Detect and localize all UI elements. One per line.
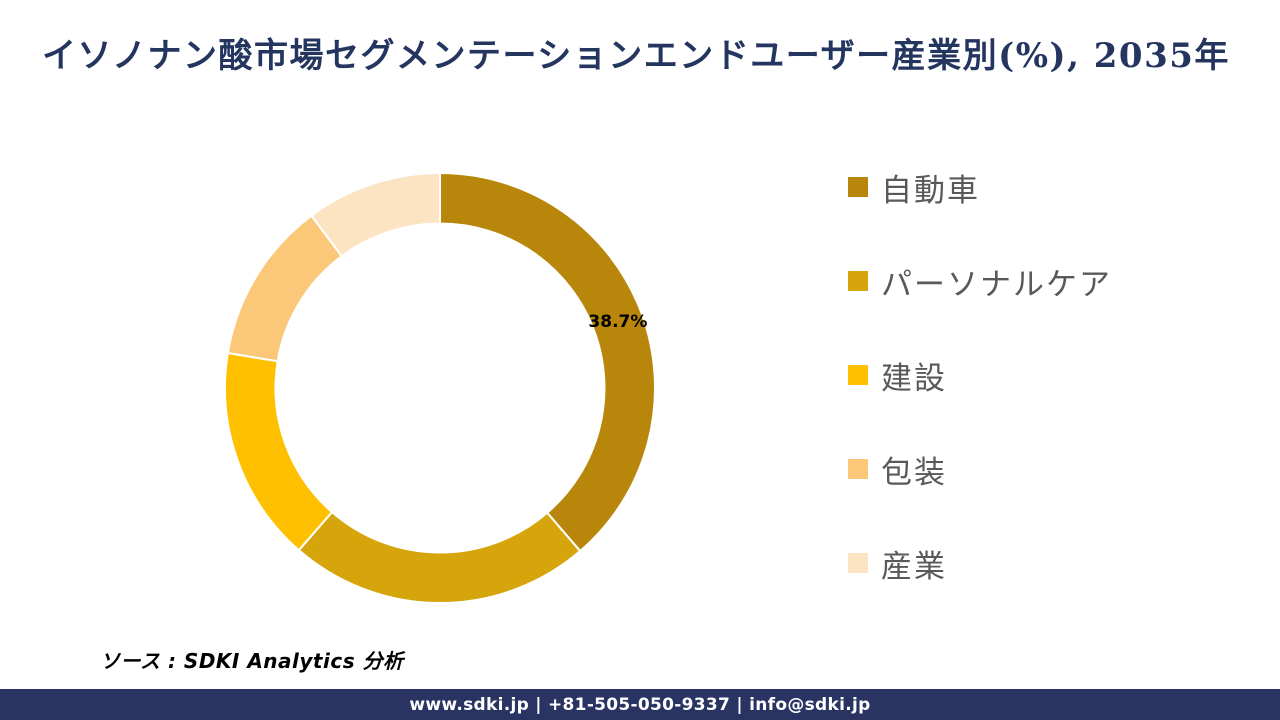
donut-slice-1 (297, 510, 582, 604)
chart-legend: 自動車パーソナルケア 建設包装産業 (848, 168, 1112, 585)
legend-label: 産業 (881, 548, 947, 585)
footer-bar: www.sdki.jp | +81-505-050-9337 | info@sd… (0, 689, 1280, 720)
legend-label: パーソナルケア (881, 266, 1112, 303)
legend-swatch-icon (848, 553, 868, 573)
donut-slice-0 (439, 171, 656, 553)
legend-item-3: 包装 (848, 450, 1112, 491)
chart-title: イソノナン酸市場セグメンテーションエンドユーザー産業別(%), 2035年 (42, 36, 1230, 76)
source-note: ソース : SDKI Analytics 分析 (100, 649, 404, 673)
legend-label: 建設 (881, 360, 947, 397)
footer-contact-text: www.sdki.jp | +81-505-050-9337 | info@sd… (409, 694, 871, 715)
legend-item-0: 自動車 (848, 168, 1112, 209)
legend-swatch-icon (848, 459, 868, 479)
donut-slice-2 (224, 351, 334, 552)
legend-item-1: パーソナルケア (848, 262, 1112, 303)
donut-chart-svg: 38.7% (224, 171, 656, 604)
legend-label: 包装 (881, 454, 947, 491)
legend-swatch-icon (848, 271, 868, 291)
legend-swatch-icon (848, 365, 868, 385)
slice-data-label-0: 38.7% (588, 312, 647, 332)
donut-slice-3 (226, 214, 344, 363)
legend-label: 自動車 (881, 172, 980, 209)
donut-slice-4 (310, 171, 441, 258)
legend-item-2: 建設 (848, 356, 1112, 397)
donut-chart: 38.7% (210, 158, 670, 618)
legend-swatch-icon (848, 177, 868, 197)
legend-item-4: 産業 (848, 544, 1112, 585)
